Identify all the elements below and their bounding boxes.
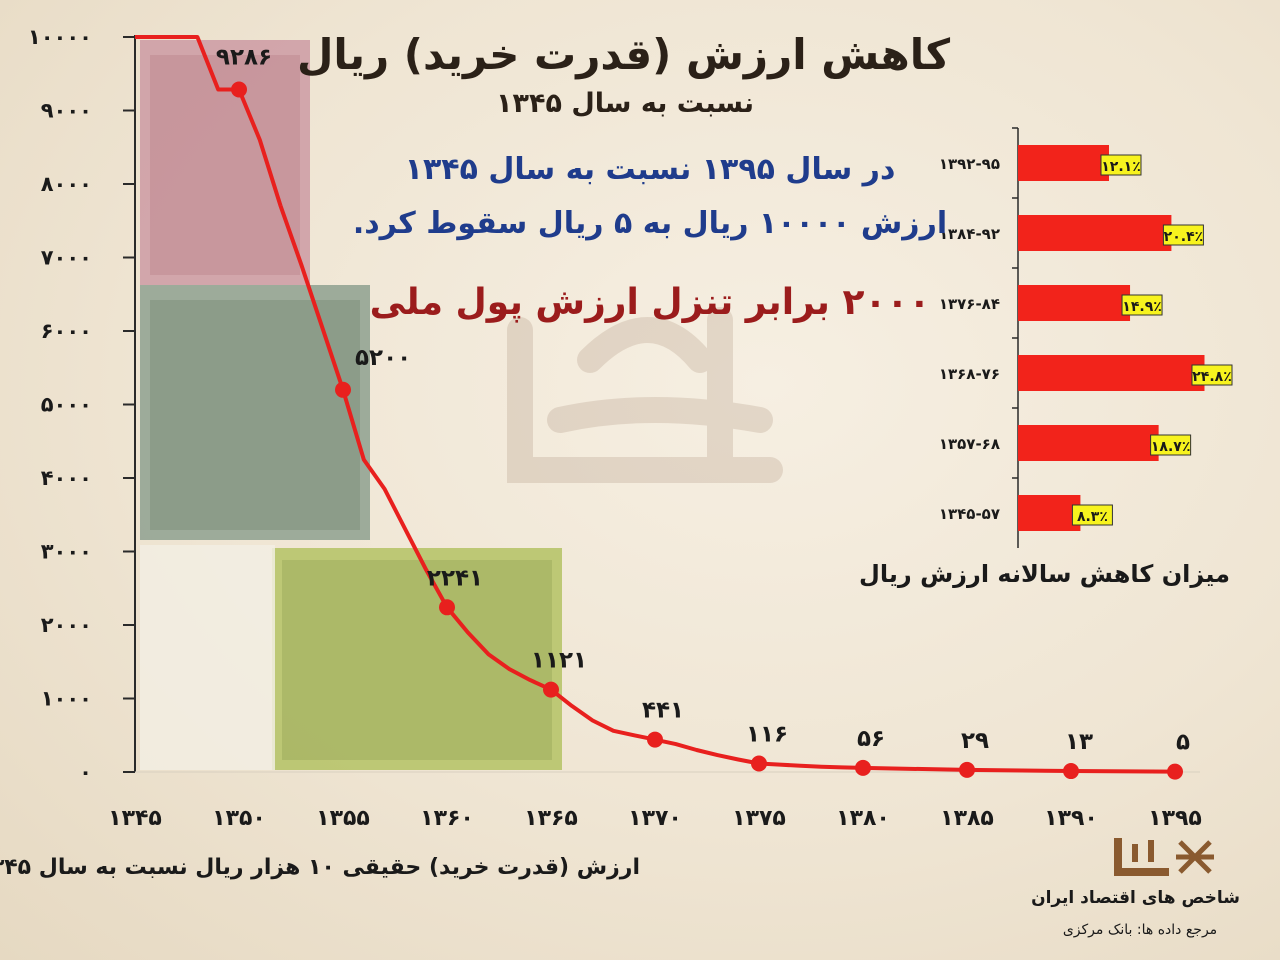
y-tick-label: ۹۰۰۰: [41, 99, 92, 123]
note-line-1: در سال ۱۳۹۵ نسبت به سال ۱۳۴۵: [404, 152, 896, 187]
data-point: [335, 381, 351, 398]
bar-value-box: [1191, 364, 1233, 386]
bar-value-label: ۱۸.۷٪: [1151, 439, 1191, 455]
bar: [1018, 425, 1159, 461]
bar-value-label: ۲۰.۴٪: [1164, 229, 1204, 245]
banknote-pink: [140, 40, 310, 285]
bar-value-box: [1121, 294, 1163, 316]
bar-chart-title: میزان کاهش سالانه ارزش ریال: [859, 560, 1230, 588]
y-tick-label: ۳۰۰۰: [41, 540, 92, 564]
banknote-gray: [140, 285, 370, 540]
bar: [1018, 145, 1109, 181]
bar-category-label: ۱۳۴۵-۵۷: [939, 505, 1000, 523]
x-tick-label: ۱۳۶۰: [420, 806, 474, 831]
x-tick-label: ۱۳۴۵: [108, 806, 162, 831]
note-line-2: ارزش ۱۰۰۰۰ ریال به ۵ ریال سقوط کرد.: [352, 206, 948, 241]
chart-title: کاهش ارزش (قدرت خرید) ریال: [296, 30, 950, 79]
data-label: ۱۱۶: [746, 721, 788, 747]
data-label: ۹۲۸۶: [216, 44, 272, 70]
banknote-gray-inner: [150, 300, 360, 530]
data-label: ۱۱۲۱: [531, 648, 587, 674]
y-tick-label: ۴۰۰۰: [41, 466, 92, 490]
data-point: [231, 81, 247, 98]
bar-value-label: ۱۴.۹٪: [1122, 299, 1162, 315]
data-point: [439, 599, 455, 616]
x-tick-label: ۱۳۵۰: [212, 806, 266, 831]
banknote-white: [140, 545, 275, 770]
bar: [1018, 285, 1131, 321]
bar-value-box: [1150, 434, 1192, 456]
data-label: ۵۶: [857, 726, 885, 752]
banknote-pink-inner: [150, 55, 300, 275]
data-point: [1167, 763, 1183, 780]
x-tick-label: ۱۳۷۵: [732, 806, 786, 831]
y-tick-label: ۰: [79, 760, 92, 784]
brand-name: شاخص های اقتصاد ایران: [1031, 888, 1240, 908]
bar-value-box: [1071, 504, 1113, 526]
data-label: ۲۲۴۱: [427, 565, 483, 591]
bar: [1018, 495, 1081, 531]
x-tick-label: ۱۳۸۵: [940, 806, 994, 831]
x-axis-title: ارزش (قدرت خرید) حقیقی ۱۰ هزار ریال نسبت…: [0, 855, 640, 880]
bar-value-label: ۸.۳٪: [1077, 509, 1108, 525]
data-label: ۵۲۰۰: [355, 345, 411, 371]
bar-panel: ۱۳۹۲-۹۵ ۱۲.۱٪ ۱۳۸۴-۹۲ ۲۰.۴٪ ۱۳۷۶-۸۴ ۱۴.۹٪ ۱۳۶۸…: [939, 127, 1233, 548]
banknote-green-inner: [282, 560, 552, 760]
bar: [1018, 355, 1205, 391]
data-point: [647, 731, 663, 748]
y-tick-label: ۷۰۰۰: [41, 246, 92, 270]
x-tick-label: ۱۳۶۵: [524, 806, 578, 831]
x-tick-label: ۱۳۹۵: [1148, 806, 1202, 831]
data-point: [959, 761, 975, 778]
bar-category-label: ۱۳۸۴-۹۲: [939, 225, 1000, 243]
bar-value-box: [1162, 224, 1204, 246]
data-label: ۲۹: [961, 728, 989, 754]
watermark-logo: [507, 307, 783, 483]
x-tick-label: ۱۳۵۵: [316, 806, 370, 831]
bar-category-label: ۱۳۶۸-۷۶: [939, 365, 1000, 383]
data-point: [1063, 763, 1079, 780]
y-tick-label: ۱۰۰۰۰: [28, 25, 92, 49]
bar-value-label: ۱۲.۱٪: [1101, 159, 1141, 175]
data-point: [543, 681, 559, 698]
chart-subtitle: نسبت به سال ۱۳۴۵: [496, 88, 754, 119]
bar-value-label: ۲۴.۸٪: [1192, 369, 1232, 385]
data-label: ۵: [1176, 730, 1190, 756]
bar-category-label: ۱۳۷۶-۸۴: [939, 295, 1000, 313]
y-tick-label: ۲۰۰۰: [41, 613, 92, 637]
y-tick-label: ۵۰۰۰: [41, 393, 92, 417]
headline: ۲۰۰۰ برابر تنزل ارزش پول ملی: [369, 282, 931, 323]
data-label: ۱۳: [1065, 729, 1093, 755]
bar-value-box: [1100, 154, 1142, 176]
data-source: مرجع داده ها: بانک مرکزی: [1062, 922, 1218, 938]
bar-category-label: ۱۳۵۷-۶۸: [939, 435, 1000, 453]
banknote-green: [272, 548, 562, 770]
bar-category-label: ۱۳۹۲-۹۵: [939, 155, 1000, 173]
line-panel: ۰ ۱۰۰۰ ۲۰۰۰ ۳۰۰۰ ۴۰۰۰ ۵۰۰۰ ۶۰۰۰ ۷۰۰۰ ۸۰۰۰ ۹۰۰۰ ۱۰۰…: [28, 25, 1202, 831]
x-tick-label: ۱۳۸۰: [836, 806, 890, 831]
data-point: [855, 759, 871, 776]
x-tick-label: ۱۳۷۰: [628, 806, 682, 831]
x-tick-label: ۱۳۹۰: [1044, 806, 1098, 831]
data-point: [751, 755, 767, 772]
y-tick-label: ۱۰۰۰: [41, 687, 92, 711]
data-label: ۴۴۱: [642, 698, 684, 724]
brand-logo: [1114, 838, 1214, 876]
y-tick-label: ۶۰۰۰: [41, 319, 92, 343]
bar: [1018, 215, 1172, 251]
y-tick-label: ۸۰۰۰: [41, 172, 92, 196]
